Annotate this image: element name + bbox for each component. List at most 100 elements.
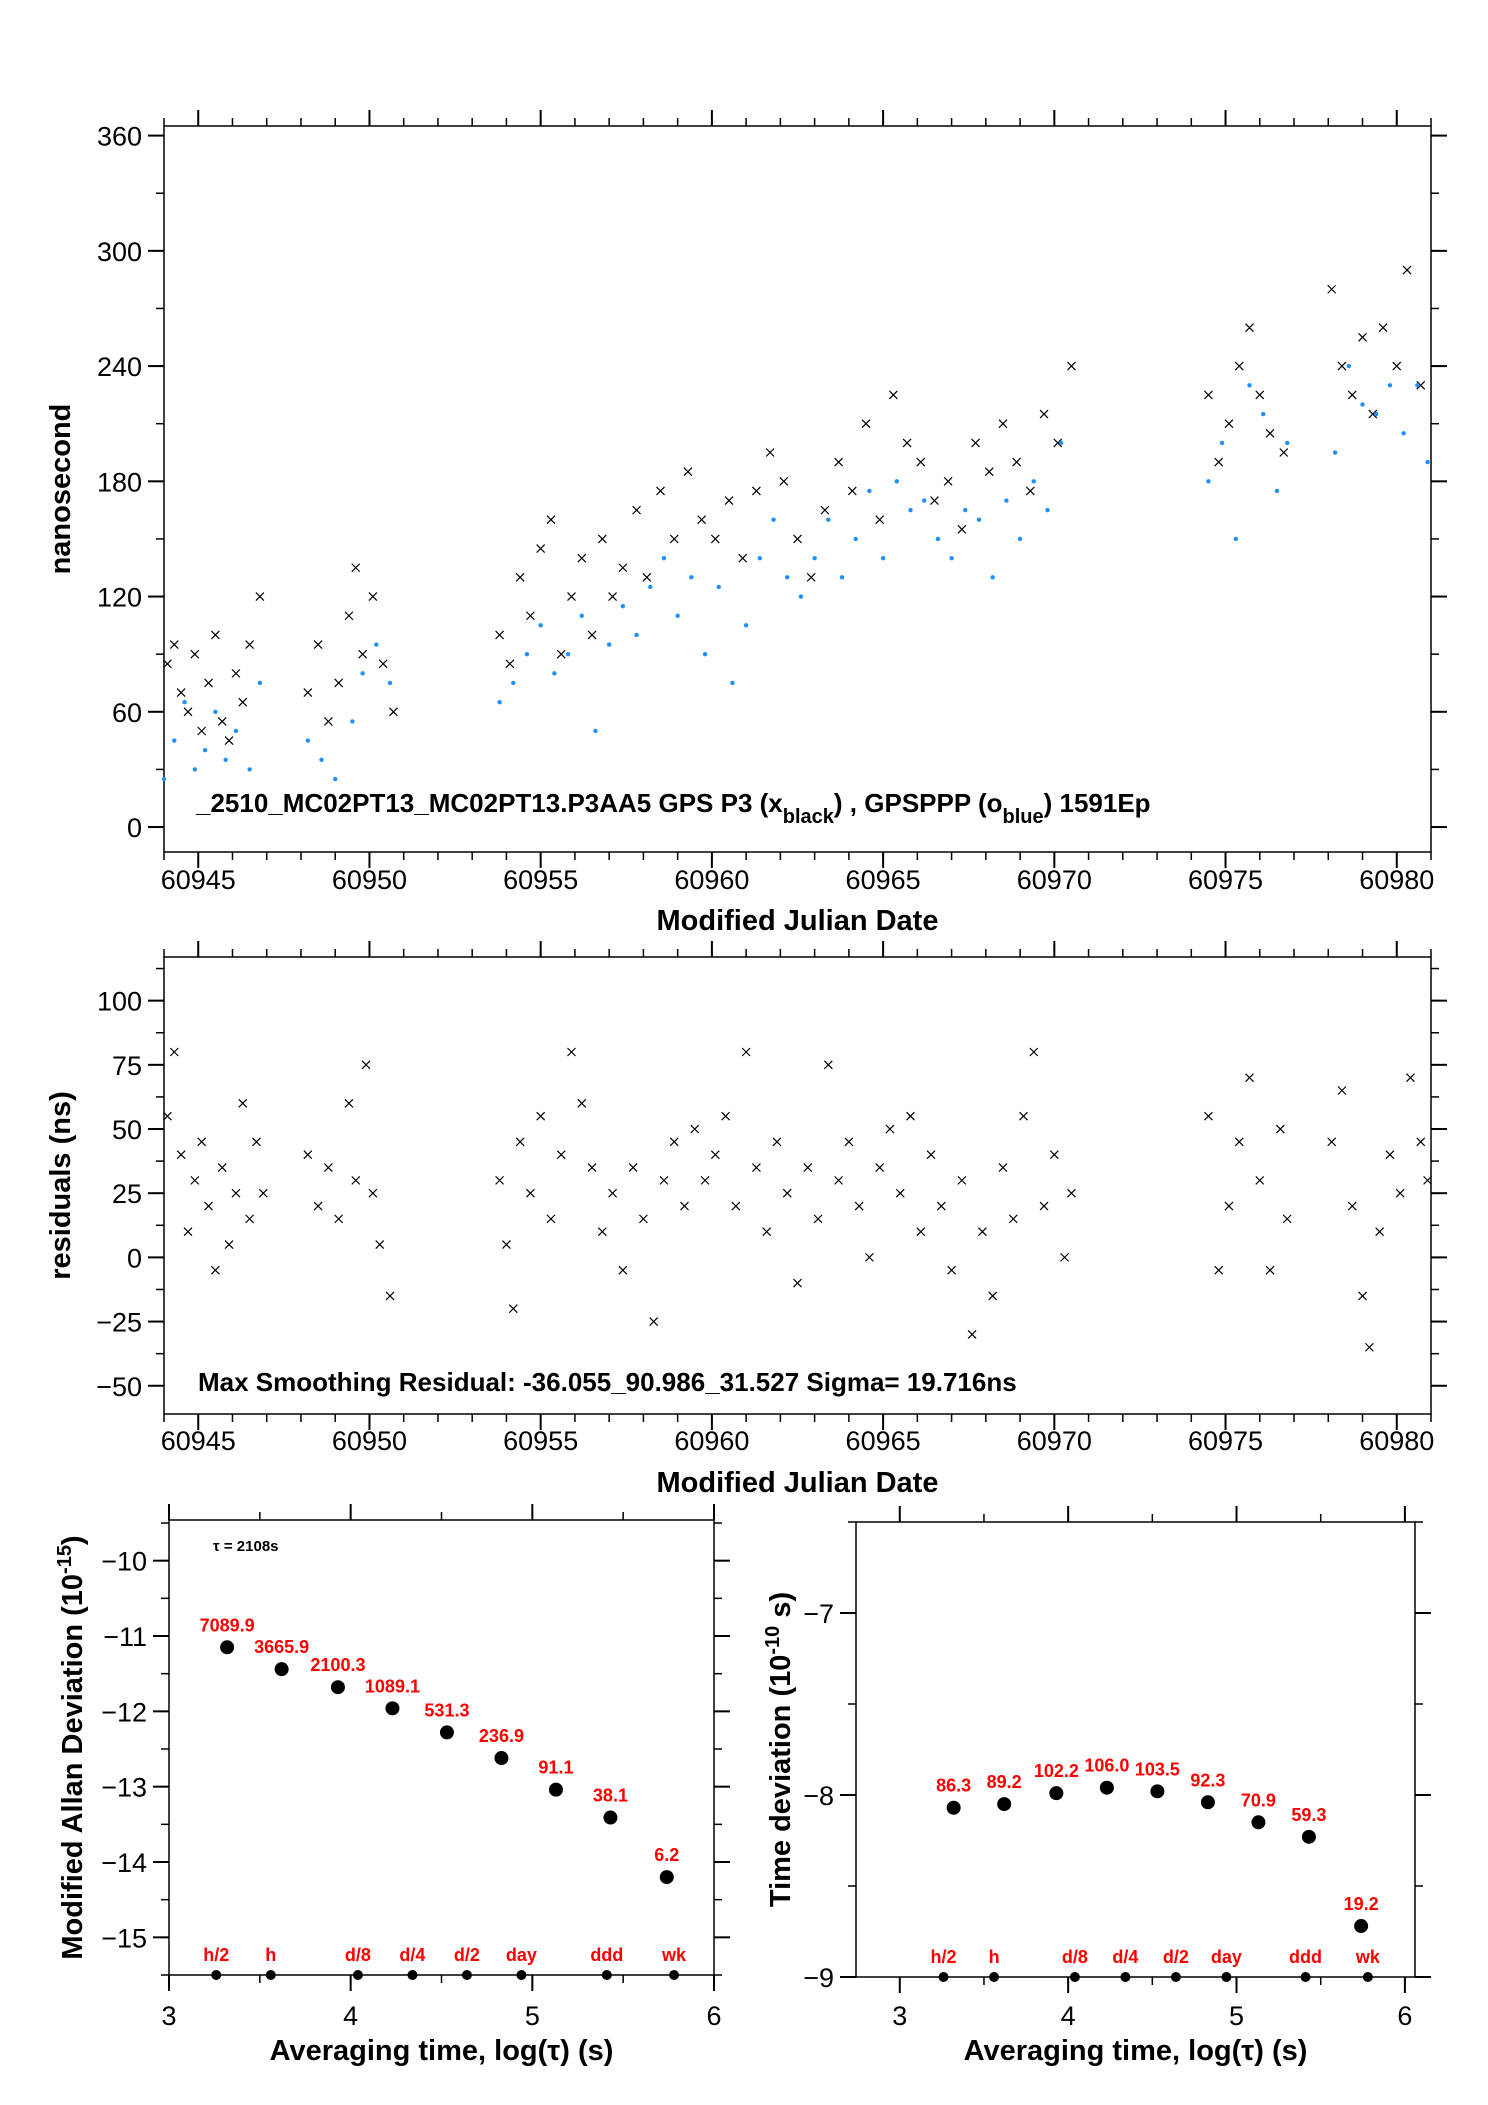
y-axis-label: residuals (ns) — [45, 1091, 77, 1280]
point-blue — [247, 767, 252, 772]
point-blue — [192, 767, 198, 772]
point-x — [710, 1150, 720, 1160]
point-blue — [894, 479, 900, 484]
point-x — [721, 1111, 731, 1121]
point-blue — [1017, 536, 1023, 542]
point-x — [1049, 1150, 1059, 1160]
y-tick-label: 360 — [97, 122, 142, 152]
point-x — [303, 1150, 313, 1160]
point-x — [176, 1150, 186, 1160]
data-label: 3665.9 — [254, 1637, 309, 1657]
y-tick-label: 75 — [112, 1051, 142, 1081]
y-tick-label: 0 — [127, 813, 142, 843]
point-blue — [839, 575, 845, 580]
point-x — [495, 630, 505, 640]
x-tick-label: 60965 — [846, 1426, 921, 1456]
point-x — [803, 1163, 813, 1172]
point-x — [536, 1111, 546, 1121]
point-x — [204, 1201, 213, 1211]
point-x — [700, 1175, 710, 1185]
y-tick-label: −15 — [101, 1923, 147, 1953]
x-tick-label: 60955 — [503, 1426, 578, 1456]
point-blue — [880, 555, 886, 561]
point-blue — [606, 642, 612, 647]
data-label: 236.9 — [479, 1726, 524, 1746]
point-x — [823, 1060, 833, 1070]
point-x — [546, 515, 556, 525]
data-label: 86.3 — [936, 1776, 971, 1796]
point-blue — [1031, 479, 1036, 484]
period-label: d/8 — [1062, 1947, 1088, 1967]
point-x — [1406, 1073, 1415, 1083]
point-x — [255, 592, 265, 601]
point-x — [813, 1214, 823, 1224]
x-tick-label: 60970 — [1017, 1426, 1092, 1456]
point-x — [793, 534, 802, 544]
point-x — [608, 592, 618, 601]
data-point — [946, 1800, 961, 1815]
y-axis-label-part: Modified Allan Deviation (10 — [57, 1574, 89, 1960]
point-x — [1402, 265, 1412, 275]
point-x — [1358, 332, 1367, 342]
point-blue — [826, 517, 831, 522]
point-blue — [233, 728, 239, 734]
y-tick-label: −8 — [803, 1781, 834, 1811]
point-blue — [511, 680, 516, 686]
point-x — [502, 1240, 511, 1249]
data-label: 531.3 — [424, 1700, 469, 1720]
point-x — [169, 640, 179, 649]
data-point — [1099, 1780, 1114, 1795]
title-part: ) , GPSPPP (o — [834, 788, 1003, 818]
point-x — [751, 486, 761, 496]
point-x — [1029, 1047, 1039, 1057]
plot-frame — [163, 125, 1432, 853]
y-tick-label: −14 — [101, 1848, 147, 1878]
point-x — [861, 419, 871, 429]
point-blue — [1284, 440, 1290, 446]
period-label: ddd — [590, 1945, 623, 1965]
data-point — [603, 1810, 618, 1825]
data-label: 70.9 — [1241, 1790, 1276, 1810]
point-x — [567, 1047, 576, 1057]
point-x — [1067, 1188, 1076, 1198]
point-x — [834, 1175, 844, 1185]
point-x — [998, 419, 1008, 429]
period-label: day — [1211, 1947, 1242, 1967]
point-x — [334, 1214, 344, 1224]
point-x — [1358, 1291, 1367, 1301]
point-x — [638, 1214, 648, 1224]
data-point — [439, 1725, 454, 1740]
period-marker — [938, 1972, 949, 1982]
point-x — [313, 640, 323, 649]
point-blue — [908, 507, 913, 513]
point-x — [895, 1188, 905, 1198]
point-blue — [730, 680, 735, 686]
period-marker — [1221, 1972, 1232, 1982]
data-point — [1251, 1815, 1266, 1830]
y-tick-label: −10 — [101, 1547, 147, 1577]
period-label: h/2 — [203, 1945, 229, 1965]
point-x — [190, 1175, 200, 1185]
point-x — [782, 1188, 792, 1198]
x-tick-label: 60980 — [1359, 1426, 1434, 1456]
point-x — [984, 467, 994, 477]
point-blue — [305, 738, 311, 743]
point-blue — [1346, 363, 1352, 369]
point-x — [669, 1137, 679, 1147]
point-blue — [182, 699, 187, 705]
point-x — [779, 476, 789, 486]
point-x — [252, 1137, 261, 1147]
point-x — [1214, 457, 1224, 467]
x-tick-label: 5 — [525, 2001, 540, 2031]
point-x — [710, 534, 720, 544]
x-tick-label: 3 — [892, 2001, 907, 2031]
point-x — [1368, 409, 1378, 419]
point-x — [875, 515, 885, 525]
y-axis-label: Time deviation (10-10 s) — [762, 1592, 797, 1907]
period-label: wk — [1355, 1947, 1381, 1967]
y-axis-label-part: s) — [765, 1592, 797, 1626]
y-tick-label: −9 — [803, 1963, 834, 1993]
y-tick-label: −25 — [96, 1308, 142, 1338]
period-marker — [989, 1972, 1000, 1982]
point-blue — [565, 651, 571, 657]
